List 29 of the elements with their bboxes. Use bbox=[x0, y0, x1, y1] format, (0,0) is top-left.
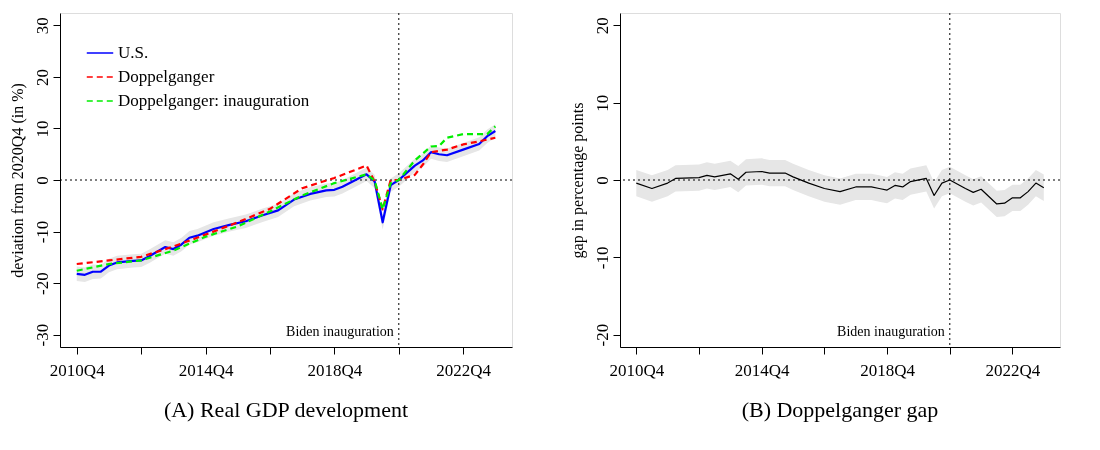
ref-line-label: Biden inauguration bbox=[837, 324, 945, 339]
y-tick-label: 30 bbox=[32, 17, 52, 35]
y-tick-label: -20 bbox=[592, 323, 612, 347]
legend-label: Doppelganger bbox=[118, 67, 215, 86]
ref-line-label: Biden inauguration bbox=[286, 324, 394, 339]
y-axis-title: gap in percentage points bbox=[568, 102, 587, 259]
y-tick-label: -30 bbox=[32, 323, 52, 347]
y-tick-label: 0 bbox=[592, 176, 612, 185]
y-tick-label: 20 bbox=[592, 17, 612, 35]
y-tick-label: 10 bbox=[592, 94, 612, 112]
x-tick-label: 2022Q4 bbox=[985, 360, 1041, 380]
x-tick-label: 2022Q4 bbox=[436, 360, 492, 380]
y-tick-label: 20 bbox=[32, 68, 52, 86]
x-tick-label: 2014Q4 bbox=[178, 360, 234, 380]
x-tick-label: 2018Q4 bbox=[307, 360, 363, 380]
text: (A) Real GDP development bbox=[163, 397, 409, 422]
x-tick-label: 2010Q4 bbox=[49, 360, 106, 380]
x-tick-label: 2014Q4 bbox=[734, 360, 791, 380]
legend-label: U.S. bbox=[118, 43, 149, 62]
y-axis-title: deviation from 2020Q4 (in %) bbox=[8, 83, 27, 278]
x-tick-label: 2010Q4 bbox=[609, 360, 665, 380]
x-tick-label: 2018Q4 bbox=[860, 360, 916, 380]
legend-label: Doppelganger: inauguration bbox=[118, 91, 310, 110]
y-tick-label: -20 bbox=[32, 272, 52, 295]
y-tick-label: 10 bbox=[32, 120, 52, 138]
text: (B) Doppelganger gap bbox=[741, 397, 939, 422]
y-tick-label: -10 bbox=[592, 246, 612, 270]
y-tick-label: 0 bbox=[32, 176, 52, 185]
y-tick-label: -10 bbox=[32, 220, 52, 244]
